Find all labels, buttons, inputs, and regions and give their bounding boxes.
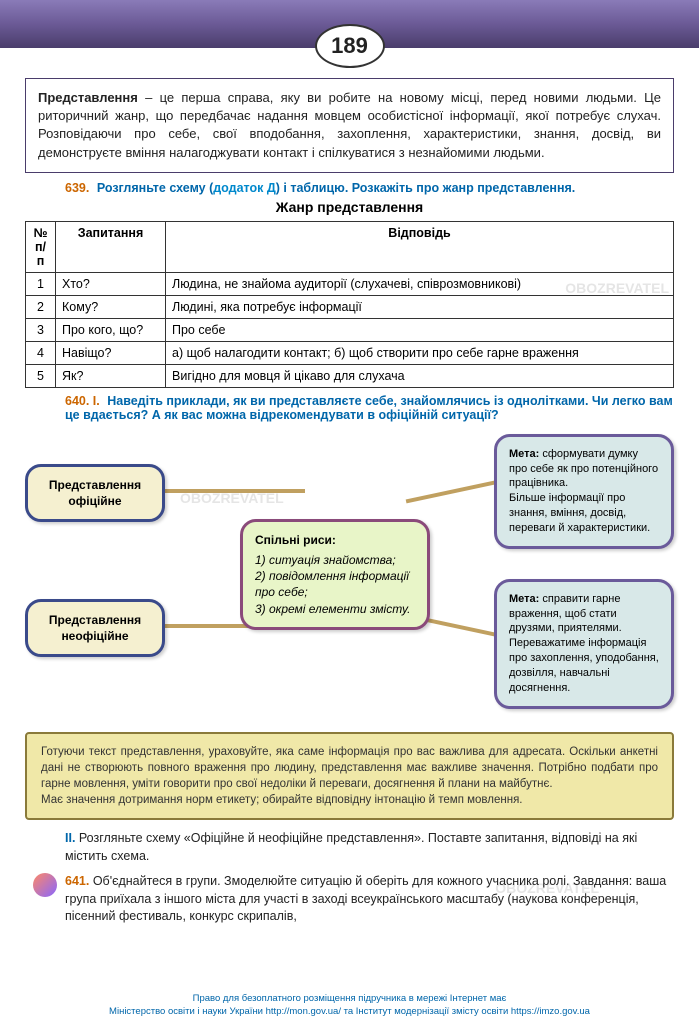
table-cell: Про себе (166, 318, 674, 341)
footer-line2: Міністерство освіти і науки України http… (0, 1006, 699, 1018)
connector-line (145, 489, 305, 493)
task-link: додаток Д (213, 181, 276, 195)
bubble-body: справити гарне враження, щоб стати друзя… (509, 593, 659, 694)
task-640-2: II. Розгляньте схему «Офіційне й неофіці… (65, 830, 674, 865)
bubble-body: сформувати думку про себе як про потенці… (509, 448, 658, 534)
table-cell: Вигідно для мовця й цікаво для слухача (166, 364, 674, 387)
table-cell: Хто? (56, 272, 166, 295)
table-header: Відповідь (166, 221, 674, 272)
task-text2: ) і таблицю. Розкажіть про жанр представ… (276, 181, 576, 195)
table-cell: Як? (56, 364, 166, 387)
table-cell: 2 (26, 295, 56, 318)
definition-term: Представлення (38, 90, 138, 105)
bubble-meta-unofficial: Мета: справити гарне враження, щоб стати… (494, 579, 674, 709)
page-content: Представлення – це перша справа, яку ви … (0, 48, 699, 940)
task-text: Розгляньте схему ( (97, 181, 213, 195)
task-number: 641. (65, 874, 89, 888)
table-cell: 5 (26, 364, 56, 387)
diagram-container: Представлення офіційне Представлення нео… (25, 434, 674, 724)
table-cell: Про кого, що? (56, 318, 166, 341)
group-icon (33, 873, 57, 897)
bubble-common: Спільні риси: 1) ситуація знайомства; 2)… (240, 519, 430, 630)
table-cell: Кому? (56, 295, 166, 318)
task-text: Наведіть приклади, як ви представляєте с… (65, 394, 673, 422)
task-640: 640. I. Наведіть приклади, як ви предста… (65, 394, 674, 422)
bubble-body: 1) ситуація знайомства; 2) повідомлення … (255, 553, 410, 616)
table-header-row: № п/п Запитання Відповідь (26, 221, 674, 272)
task-639: 639. Розгляньте схему (додаток Д) і табл… (65, 181, 674, 195)
table-cell: а) щоб налагодити контакт; б) щоб створи… (166, 341, 674, 364)
footer-line1: Право для безоплатного розміщення підруч… (0, 993, 699, 1005)
page-number: 189 (315, 24, 385, 68)
task-number: 639. (65, 181, 89, 195)
task-text: Розгляньте схему «Офіційне й неофіційне … (65, 831, 637, 863)
bubble-official: Представлення офіційне (25, 464, 165, 522)
table-cell: 1 (26, 272, 56, 295)
definition-box: Представлення – це перша справа, яку ви … (25, 78, 674, 173)
task-roman: II. (65, 831, 75, 845)
bubble-meta: Мета: (509, 593, 539, 605)
table-cell: 3 (26, 318, 56, 341)
bubble-title: Спільні риси: (255, 532, 415, 548)
table-cell: 4 (26, 341, 56, 364)
footer: Право для безоплатного розміщення підруч… (0, 993, 699, 1018)
table-row: 2 Кому? Людині, яка потребує інформації (26, 295, 674, 318)
table-cell: Людині, яка потребує інформації (166, 295, 674, 318)
table-header: Запитання (56, 221, 166, 272)
bubble-meta-official: Мета: сформувати думку про себе як про п… (494, 434, 674, 549)
task-number: 640. I. (65, 394, 100, 408)
genre-table: № п/п Запитання Відповідь 1 Хто? Людина,… (25, 221, 674, 388)
table-header: № п/п (26, 221, 56, 272)
table-row: 5 Як? Вигідно для мовця й цікаво для слу… (26, 364, 674, 387)
table-row: 4 Навіщо? а) щоб налагодити контакт; б) … (26, 341, 674, 364)
task-641: 641. Об'єднайтеся в групи. Змоделюйте си… (65, 873, 674, 926)
connector-line (406, 478, 505, 503)
bubble-unofficial: Представлення неофіційне (25, 599, 165, 657)
table-cell: Навіщо? (56, 341, 166, 364)
table-row: 3 Про кого, що? Про себе (26, 318, 674, 341)
table-title: Жанр представлення (25, 199, 674, 215)
bubble-meta: Мета: (509, 448, 539, 460)
table-cell: Людина, не знайома аудиторії (слухачеві,… (166, 272, 674, 295)
task-text: Об'єднайтеся в групи. Змоделюйте ситуаці… (65, 874, 666, 923)
advice-box: Готуючи текст представлення, ураховуйте,… (25, 732, 674, 820)
table-row: 1 Хто? Людина, не знайома аудиторії (слу… (26, 272, 674, 295)
